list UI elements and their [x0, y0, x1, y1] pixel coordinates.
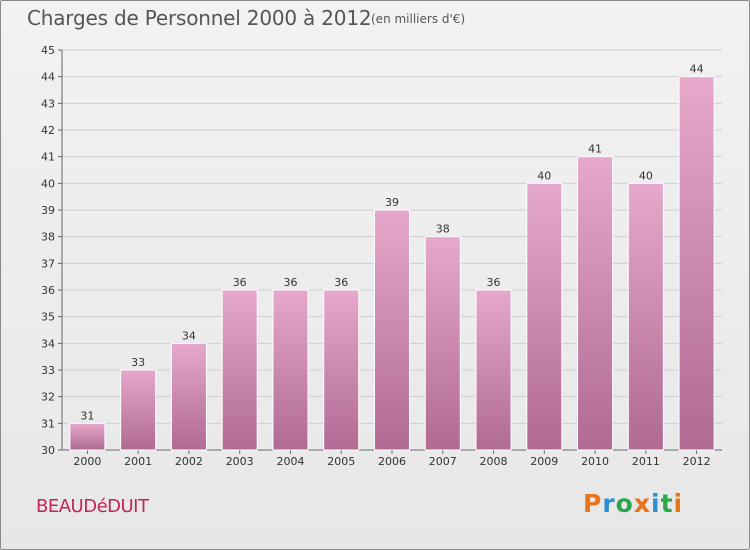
- data-label-2003: 36: [233, 276, 247, 289]
- chart-title: Charges de Personnel 2000 à 2012: [27, 6, 372, 30]
- brand-letter: r: [602, 489, 616, 518]
- y-tick-label: 37: [41, 257, 55, 270]
- y-tick-label: 40: [41, 177, 55, 190]
- brand-letter: x: [633, 489, 651, 518]
- axes: 30 31 32 33 34 35 36 37 38 39 40 41 42 43 44 45 2000 2001…: [41, 44, 722, 468]
- bar-2003: [221, 289, 258, 451]
- y-tick-label: 41: [41, 151, 55, 164]
- data-label-2000: 31: [80, 409, 94, 422]
- bar-2005: [323, 289, 360, 451]
- bar-2011: [627, 182, 664, 451]
- bar-2008: [475, 289, 512, 451]
- bar-2012: [678, 76, 715, 451]
- data-label-2005: 36: [334, 276, 348, 289]
- bar-2007: [424, 236, 461, 451]
- data-label-2001: 33: [131, 356, 145, 369]
- y-tick-label: 43: [41, 97, 55, 110]
- data-label-2007: 38: [436, 223, 450, 236]
- x-tick-label-2001: 2001: [124, 455, 152, 468]
- bar-2009: [526, 182, 563, 451]
- chart-unit: (en milliers d'€): [371, 12, 466, 26]
- y-tick-label: 32: [41, 391, 55, 404]
- y-tick-label: 39: [41, 204, 55, 217]
- bar-2010: [577, 156, 614, 451]
- y-tick-label: 42: [41, 124, 55, 137]
- data-label-2008: 36: [487, 276, 501, 289]
- data-label-2006: 39: [385, 196, 399, 209]
- x-tick-label-2003: 2003: [226, 455, 254, 468]
- proxiti-logo: Proxiti: [583, 489, 683, 518]
- data-label-2011: 40: [639, 169, 653, 182]
- data-labels: 31 33 34 36 36 36 39 38 36 40 41 40 44: [80, 63, 703, 423]
- data-label-2009: 40: [537, 169, 551, 182]
- bar-2000: [69, 422, 106, 451]
- x-tick-label-2000: 2000: [73, 455, 101, 468]
- bar-2001: [120, 369, 157, 451]
- data-label-2012: 44: [690, 63, 704, 76]
- data-label-2004: 36: [283, 276, 297, 289]
- data-label-2002: 34: [182, 329, 196, 342]
- y-tick-label: 38: [41, 231, 55, 244]
- y-tick-label: 34: [41, 337, 55, 350]
- x-tick-label-2010: 2010: [581, 455, 609, 468]
- brand-letter: P: [583, 489, 603, 518]
- x-tick-label-2007: 2007: [429, 455, 457, 468]
- y-tick-label: 36: [41, 284, 55, 297]
- x-tick-label-2012: 2012: [683, 455, 711, 468]
- bar-2006: [373, 209, 411, 451]
- x-tick-label-2006: 2006: [378, 455, 406, 468]
- bar-2004: [272, 289, 309, 451]
- x-tick-label-2005: 2005: [327, 455, 355, 468]
- y-tick-label: 30: [41, 444, 55, 457]
- x-tick-label-2011: 2011: [632, 455, 660, 468]
- bar-2002: [170, 342, 207, 451]
- y-tick-label: 45: [41, 44, 55, 57]
- y-tick-label: 33: [41, 364, 55, 377]
- commune-name: BEAUDéDUIT: [36, 496, 149, 517]
- y-tick-label: 31: [41, 417, 55, 430]
- x-tick-label-2008: 2008: [480, 455, 508, 468]
- y-tick-label: 35: [41, 311, 55, 324]
- x-tick-label-2004: 2004: [276, 455, 304, 468]
- brand-letter: i: [651, 489, 661, 518]
- brand-letter: i: [673, 489, 684, 518]
- brand-letter: o: [615, 489, 634, 518]
- x-tick-label-2009: 2009: [530, 455, 558, 468]
- brand-letter: t: [660, 489, 674, 518]
- data-label-2010: 41: [588, 143, 602, 156]
- y-tick-label: 44: [41, 71, 55, 84]
- x-tick-label-2002: 2002: [175, 455, 203, 468]
- bars: [69, 76, 715, 451]
